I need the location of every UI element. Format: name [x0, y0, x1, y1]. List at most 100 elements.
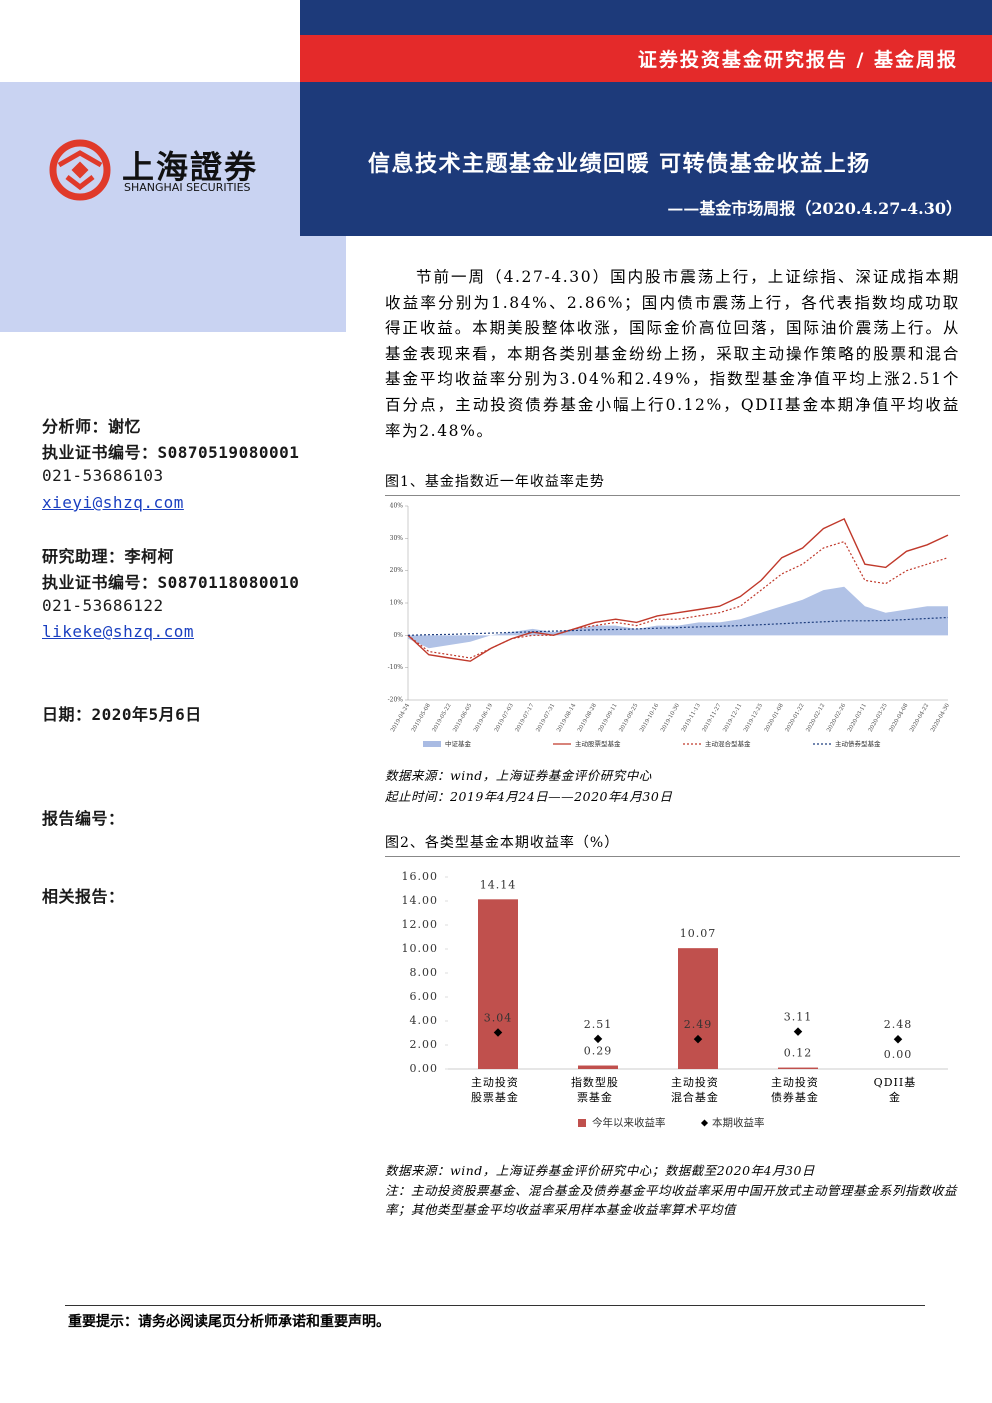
data-label: 2.51 [584, 1018, 613, 1031]
legend-label: 主动股票型基金 [575, 739, 621, 748]
point [893, 1034, 903, 1044]
bar-chart-frame: 0.00 2.00 4.00 6.00 8.00 10.00 12.00 14.00 16.00… [378, 865, 968, 1140]
assistant-cert: 执业证书编号：S0870118080010 [42, 573, 300, 592]
legend-swatch [423, 741, 441, 747]
point [793, 1027, 803, 1036]
bar [778, 1067, 818, 1069]
area [408, 586, 948, 649]
data-label: 3.04 [484, 1012, 513, 1025]
bar-chart: 0.00 2.00 4.00 6.00 8.00 10.00 12.00 14.00 16.00… [402, 870, 948, 1129]
line [407, 517, 949, 662]
logo-name-en: SHANGHAI SECURITIES [124, 181, 251, 194]
x-tick-label: 2020-04-22 [909, 703, 930, 733]
legend-label: 中证基金 [445, 739, 472, 748]
point [593, 1034, 603, 1044]
y-tick-label: 12.00 [402, 918, 439, 931]
x-tick-label: 2019-06-19 [473, 702, 494, 733]
x-tick-label: 主动投资混合基金 [670, 1076, 719, 1104]
x-tick-label: 2019-04-24 [390, 702, 411, 733]
logo-panel [0, 82, 346, 332]
report-date: 日期：2020年5月6日 [42, 705, 202, 724]
x-tick-label: 2020-04-08 [888, 702, 909, 733]
y-tick-label: 6.00 [410, 990, 439, 1003]
header-category: 证券投资基金研究报告 / 基金周报 [637, 49, 958, 71]
assistant-email[interactable]: likeke@shzq.com [42, 622, 194, 641]
x-tick-label: 2020-04-30 [930, 702, 951, 733]
line-chart: -20%-10%0%10%20%30%40%2019-04-24 2019-05-… [388, 503, 952, 749]
x-tick-label: 2020-01-22 [785, 703, 806, 733]
assistant-name: 研究助理：李柯柯 [42, 547, 175, 566]
y-tick-label: 0.00 [410, 1062, 439, 1075]
x-tick-label: 2020-02-12 [805, 703, 826, 733]
data-label: 0.29 [584, 1045, 613, 1058]
report-subtitle: ——基金市场周报（2020.4.27-4.30） [667, 199, 962, 218]
x-tick-label: 2020-03-25 [868, 702, 889, 733]
figure-source: 数据来源：wind，上海证券基金评价研究中心；数据截至2020年4月30日 [385, 1163, 815, 1178]
footer-rule [65, 1305, 925, 1306]
x-tick-label: 2019-09-11 [598, 703, 619, 733]
analyst-phone: 021-53686103 [42, 466, 164, 485]
analyst-cert: 执业证书编号：S0870519080001 [42, 443, 300, 462]
bar [478, 899, 518, 1069]
y-tick-label: 0% [393, 632, 403, 639]
data-label: 3.11 [784, 1011, 813, 1024]
y-tick-label: 2.00 [410, 1038, 439, 1051]
y-tick-label: 30% [390, 535, 404, 542]
data-label: 10.07 [680, 927, 717, 940]
header-title-band [300, 82, 992, 236]
figure-caption: 图1、基金指数近一年收益率走势 [385, 471, 960, 496]
legend-label: 主动混合型基金 [705, 739, 751, 748]
x-tick-label: 2019-09-25 [618, 702, 639, 733]
line [407, 540, 949, 659]
x-tick-label: 2020-01-08 [764, 702, 785, 733]
x-tick-label: 2019-08-28 [577, 702, 598, 733]
y-tick-label: 4.00 [410, 1014, 439, 1027]
y-tick-label: -20% [388, 697, 404, 704]
legend-label: 本期收益率 [712, 1116, 765, 1129]
x-tick-label: 2020-02-26 [826, 702, 847, 733]
figure-source: 数据来源：wind，上海证券基金评价研究中心 [385, 768, 652, 783]
x-tick-label: 主动投资债券基金 [770, 1076, 819, 1104]
legend-swatch [700, 1119, 709, 1127]
y-tick-label: 8.00 [410, 966, 439, 979]
y-tick-label: 20% [390, 567, 404, 574]
x-tick-label: 2019-06-05 [452, 702, 473, 733]
data-label: 2.49 [684, 1018, 713, 1031]
x-tick-label: 指数型股票基金 [570, 1076, 619, 1104]
bar [578, 1065, 618, 1069]
y-tick-label: -10% [388, 664, 404, 671]
header-red-band [300, 35, 992, 82]
figure-note: 注：主动投资股票基金、混合基金及债券基金平均收益率采用中国开放式主动管理基金系列… [385, 1183, 958, 1217]
x-tick-label: 2019-05-22 [432, 703, 453, 733]
report-number: 报告编号： [42, 809, 125, 828]
y-tick-label: 40% [390, 503, 404, 510]
x-tick-label: 2019-12-25 [743, 702, 764, 733]
y-tick-label: 10% [390, 600, 404, 607]
data-label: 0.12 [784, 1047, 813, 1060]
x-tick-label: 2019-05-08 [411, 702, 432, 733]
legend-swatch [578, 1119, 586, 1127]
x-tick-label: QDII基金 [873, 1076, 917, 1104]
y-tick-label: 14.00 [402, 894, 439, 907]
data-label: 0.00 [884, 1048, 913, 1061]
x-tick-label: 2019-12-11 [722, 703, 743, 733]
logo-name: 上海證券 [122, 148, 259, 186]
y-tick-label: 16.00 [402, 870, 439, 883]
y-tick-label: 10.00 [402, 942, 439, 955]
analyst-name: 分析师：谢忆 [42, 417, 142, 436]
logo-icon [49, 139, 111, 201]
report-title: 信息技术主题基金业绩回暖 可转债基金收益上扬 [368, 151, 871, 177]
x-tick-label: 2019-10-16 [639, 702, 660, 733]
x-tick-label: 2019-07-17 [515, 702, 536, 733]
analyst-email[interactable]: xieyi@shzq.com [42, 493, 184, 512]
summary: 节前一周（4.27-4.30）国内股市震荡上行，上证综指、深证成指本期收益率分别… [385, 268, 960, 440]
x-tick-label: 2020-03-11 [847, 703, 868, 733]
bar [678, 948, 718, 1069]
x-tick-label: 2019-11-27 [702, 702, 723, 733]
x-tick-label: 2019-10-30 [660, 702, 681, 733]
x-tick-label: 主动投资股票基金 [470, 1076, 519, 1104]
data-label: 2.48 [884, 1018, 913, 1031]
x-tick-label: 2019-07-31 [535, 703, 556, 733]
legend-label: 主动债券型基金 [835, 739, 881, 748]
